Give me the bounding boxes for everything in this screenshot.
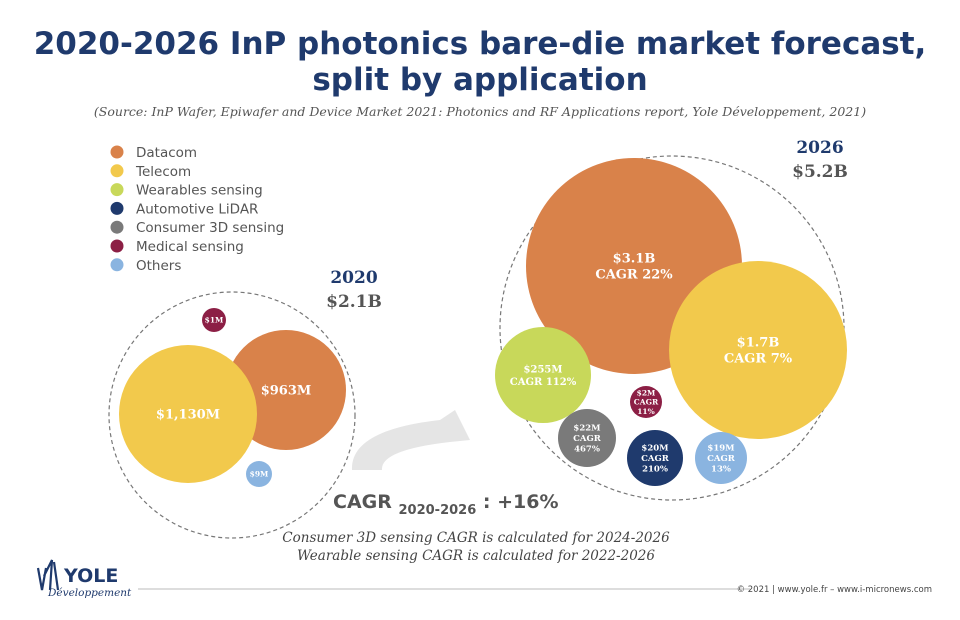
bubble-label-2026-others: $19M [707,443,735,453]
bubble-label-2026-automotive-lidar: $20M [641,443,669,453]
bubble-label-2026-consumer-3d-sensing: 467% [574,445,600,455]
chart-source: (Source: InP Wafer, Epiwafer and Device … [94,104,866,119]
year-label-2026: 2026 [796,138,843,158]
logo-subtitle: Développement [47,587,132,599]
bubble-label-2026-datacom: CAGR 22% [595,268,673,283]
overall-cagr-value: : +16% [483,491,559,513]
legend-marker-automotive-lidar [110,201,124,215]
bubble-label-2020-datacom: $963M [261,384,312,399]
logo-mark-icon [36,559,60,591]
chart-legend: Datacom Telecom Wearables sensing Automotiv… [110,145,284,274]
total-label-2026: $5.2B [792,162,848,182]
bubble-label-2026-consumer-3d-sensing: $22M [573,423,601,433]
bubble-label-2026-others: 13% [711,465,731,475]
year-label-2020: 2020 [330,268,377,288]
bubble-label-2026-medical-sensing: 11% [637,407,655,416]
bubble-label-2026-automotive-lidar: 210% [642,465,668,475]
bubble-label-2026-telecom: CAGR 7% [724,352,793,367]
bubble-2026-wearables-sensing [495,327,591,423]
legend-label-consumer-3d-sensing: Consumer 3D sensing [136,220,284,236]
bubble-label-2026-wearables-sensing: CAGR 112% [510,377,577,388]
bubble-label-2026-others: CAGR [707,454,736,464]
legend-marker-others [110,258,124,272]
bubble-2026-medical-sensing [630,386,662,418]
growth-arrow [351,410,470,470]
legend-label-wearables-sensing: Wearables sensing [136,183,263,199]
bubble-label-2026-telecom: $1.7B [737,335,780,350]
bubble-label-2026-datacom: $3.1B [613,251,656,266]
legend-label-others: Others [136,258,181,274]
note-wearable: Wearable sensing CAGR is calculated for … [297,548,655,564]
footer-text: © 2021 | www.yole.fr – www.i-micronews.c… [737,585,932,595]
overall-cagr-subscript: 2020-2026 [399,503,477,518]
group-2020-outline [108,291,356,539]
bubble-2020-medical-sensing [202,308,226,332]
bubble-label-2026-consumer-3d-sensing: CAGR [573,434,602,444]
bubble-2020-others [246,461,272,487]
logo-name: YOLE [63,565,118,587]
bubble-2026-automotive-lidar [627,430,683,486]
legend-marker-wearables-sensing [110,183,124,197]
bubble-2026-consumer-3d-sensing [558,409,616,467]
legend-label-telecom: Telecom [135,164,191,180]
legend-label-medical-sensing: Medical sensing [136,239,244,255]
legend-marker-datacom [110,145,124,159]
total-label-2020: $2.1B [326,292,382,312]
legend-marker-consumer-3d-sensing [110,220,124,234]
bubble-label-2026-medical-sensing: CAGR [634,398,659,407]
legend-label-datacom: Datacom [136,145,197,161]
bubble-label-2026-wearables-sensing: $255M [524,364,563,375]
chart-title-line2: split by application [312,62,647,98]
bubble-2026-others [695,432,747,484]
overall-cagr-label: CAGR [333,491,392,513]
legend-marker-medical-sensing [110,239,124,253]
chart-title-line1: 2020-2026 InP photonics bare-die market … [34,26,927,62]
overall-cagr: CAGR 2020-2026 : +16% [333,491,559,519]
bubble-2020-telecom [119,345,257,483]
bubbles-layer: $963M $1,130M $1M $9M $3.1B CAGR 22% $1.7B CAGR… [119,158,847,487]
yole-logo: YOLE Développement [36,559,132,599]
bubble-label-2020-telecom: $1,130M [156,408,220,423]
bubble-2026-telecom [669,261,847,439]
bubble-label-2020-others: $9M [250,470,269,479]
bubble-label-2026-automotive-lidar: CAGR [641,454,670,464]
bubble-label-2026-medical-sensing: $2M [637,388,656,397]
note-consumer-3d: Consumer 3D sensing CAGR is calculated f… [282,530,670,546]
legend-marker-telecom [110,164,124,178]
legend-label-automotive-lidar: Automotive LiDAR [136,201,258,217]
bubble-label-2020-medical-sensing: $1M [205,316,224,325]
